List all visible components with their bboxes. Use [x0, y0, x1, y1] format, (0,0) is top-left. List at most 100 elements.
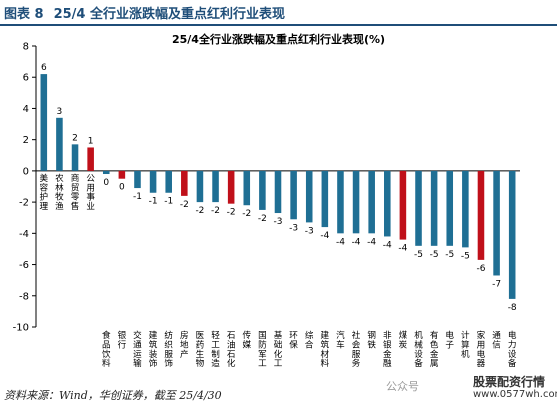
- bar: [321, 170, 329, 228]
- bar: [56, 117, 63, 171]
- x-tick-label: 车: [336, 338, 345, 350]
- x-tick-label: 输: [133, 357, 142, 369]
- x-tick-label: 林: [55, 181, 64, 193]
- chart-title: 25/4全行业涨跌幅及重点红利行业表现(%): [171, 33, 386, 46]
- bar: [118, 170, 126, 179]
- bar: [337, 170, 344, 234]
- bar: [508, 170, 516, 299]
- bar: [40, 74, 48, 171]
- x-tick-label: 国: [258, 330, 267, 341]
- x-tick-label: 银: [118, 329, 127, 341]
- x-tick-label: 通: [492, 330, 501, 341]
- bar: [368, 170, 375, 234]
- data-label: 0: [103, 178, 109, 188]
- data-label: -2: [180, 200, 189, 210]
- x-tick-label: 房: [180, 329, 189, 341]
- data-label: 0: [119, 183, 125, 193]
- data-label: 3: [57, 107, 63, 117]
- x-tick-label: 通: [133, 339, 142, 350]
- x-tick-label: 料: [102, 357, 111, 369]
- x-tick-label: 属: [430, 358, 439, 369]
- data-label: -6: [476, 264, 485, 274]
- bar: [430, 170, 438, 246]
- bar: [477, 170, 485, 260]
- bar: [212, 170, 219, 203]
- figure-label: 图表 8: [4, 7, 44, 22]
- data-label: -2: [258, 214, 267, 224]
- x-tick-label: 电: [477, 348, 486, 360]
- bar: [274, 170, 282, 214]
- x-tick-label: 综: [305, 329, 314, 341]
- bar: [71, 144, 79, 171]
- x-tick-label: 饰: [164, 357, 173, 369]
- x-tick-label: 商: [71, 172, 80, 184]
- x-tick-label: 用: [86, 182, 95, 193]
- x-tick-label: 子: [445, 339, 454, 350]
- x-tick-label: 饮: [102, 348, 111, 360]
- y-tick-label: 8: [23, 42, 29, 53]
- x-tick-label: 工: [274, 359, 283, 369]
- x-tick-label: 务: [352, 357, 361, 369]
- y-tick-label: -8: [19, 291, 29, 302]
- x-tick-label: 备: [414, 357, 423, 369]
- x-tick-label: 运: [133, 349, 142, 360]
- bar: [305, 170, 313, 223]
- x-tick-label: 公: [86, 174, 95, 184]
- x-tick-label: 贸: [71, 181, 80, 193]
- x-tick-label: 服: [352, 349, 361, 360]
- x-tick-label: 业: [86, 201, 95, 212]
- x-tick-label: 信: [492, 338, 501, 350]
- x-tick-label: 工: [211, 340, 220, 350]
- source-note: 资料来源：Wind，华创证券，截至 25/4/30: [4, 389, 222, 402]
- x-tick-label: 媒: [242, 339, 251, 350]
- y-tick-label: -4: [19, 229, 29, 240]
- data-label: -3: [305, 226, 314, 236]
- figure-header: 图表 8 25/4 全行业涨跌幅及重点红利行业表现: [0, 0, 557, 26]
- x-tick-label: 煤: [399, 329, 408, 341]
- data-label: 6: [41, 63, 47, 73]
- x-tick-label: 电: [445, 329, 454, 341]
- x-tick-label: 服: [164, 349, 173, 360]
- bar: [259, 170, 266, 210]
- data-label: -4: [398, 244, 407, 254]
- x-tick-label: 制: [211, 348, 220, 360]
- data-label: -3: [289, 223, 298, 233]
- bar: [227, 170, 235, 204]
- x-tick-label: 金: [383, 348, 392, 360]
- x-tick-label: 非: [383, 329, 392, 341]
- x-tick-label: 石: [227, 331, 236, 341]
- x-tick-label: 社: [352, 329, 361, 341]
- x-tick-label: 有: [430, 329, 439, 341]
- bar: [149, 170, 157, 193]
- x-tick-label: 算: [461, 338, 470, 350]
- bar: [102, 170, 110, 175]
- y-tick-label: 0: [23, 166, 29, 177]
- x-tick-label: 传: [242, 329, 251, 341]
- x-tick-label: 工: [258, 359, 267, 369]
- bar: [165, 170, 172, 193]
- y-tick-label: 6: [23, 73, 29, 84]
- x-tick-label: 机: [414, 329, 423, 341]
- data-label: -2: [242, 209, 251, 219]
- x-tick-label: 电: [508, 329, 517, 341]
- data-label: -5: [430, 250, 439, 260]
- x-tick-label: 纺: [164, 329, 173, 341]
- bar: [87, 147, 94, 171]
- x-tick-label: 轻: [211, 329, 220, 341]
- x-tick-label: 装: [149, 348, 158, 360]
- data-label: -4: [367, 237, 376, 247]
- x-tick-label: 建: [149, 329, 158, 341]
- data-label: -7: [492, 279, 501, 289]
- x-tick-label: 地: [180, 338, 189, 350]
- watermark-account: 公众号: [386, 380, 419, 393]
- x-tick-label: 设: [508, 349, 517, 360]
- x-tick-label: 生: [196, 348, 205, 360]
- data-label: -8: [508, 303, 517, 313]
- x-tick-label: 融: [383, 358, 392, 369]
- x-tick-label: 保: [289, 338, 298, 350]
- x-tick-label: 药: [196, 339, 205, 350]
- x-tick-label: 渔: [55, 201, 64, 212]
- bar: [493, 170, 500, 276]
- x-tick-label: 零: [71, 192, 80, 203]
